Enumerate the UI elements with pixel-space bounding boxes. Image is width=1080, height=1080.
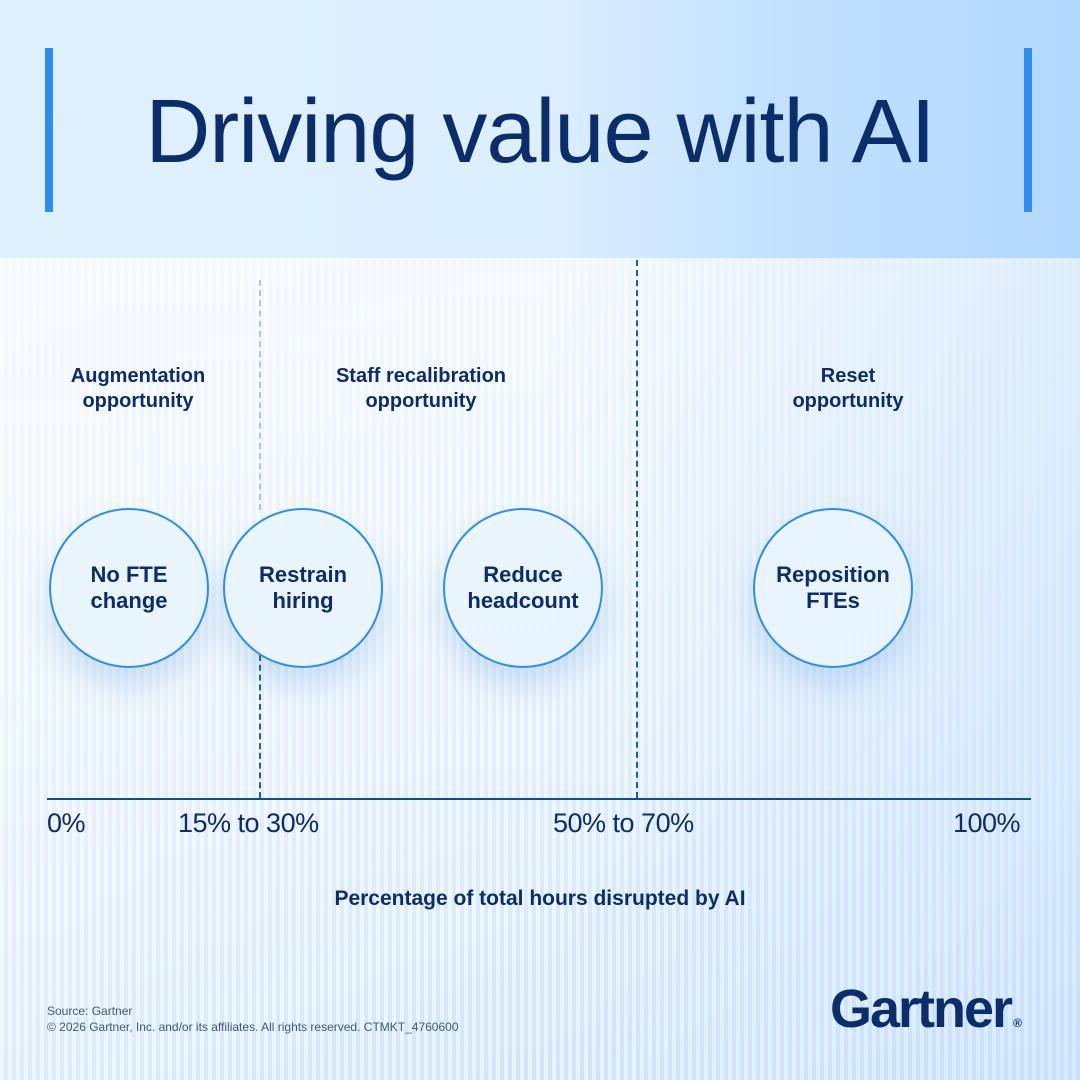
axis-tick-50-70: 50% to 70% [553, 808, 694, 838]
axis-tick-100: 100% [953, 808, 1021, 838]
action-text: FTEs [806, 588, 860, 613]
zone-label-line: Augmentation [70, 365, 206, 387]
axis-tick-0: 0% [47, 808, 86, 838]
action-text: Reduce [483, 562, 563, 587]
diagram-background [0, 258, 1080, 1080]
zone-label-staff-recalibration: Staff recalibration opportunity [306, 364, 536, 414]
zone-label-line: opportunity [792, 390, 904, 412]
x-axis-title: Percentage of total hours disrupted by A… [334, 887, 746, 910]
zone-label-line: opportunity [365, 390, 477, 412]
source-text: Source: Gartner [47, 1004, 133, 1018]
axis-tick-15-30: 15% to 30% [178, 808, 319, 838]
copyright-text: © 2026 Gartner, Inc. and/or its affiliat… [47, 1020, 459, 1034]
action-circle-restrain-hiring: Restrain hiring [223, 508, 383, 668]
zone-label-reset: Reset opportunity [748, 364, 948, 414]
title-accent-bar-right [1024, 48, 1032, 212]
x-axis-line [47, 798, 1031, 800]
header-band: Driving value with AI [0, 0, 1080, 258]
logo-text: Gartner [830, 979, 1013, 1039]
zone-label-line: Staff recalibration [335, 365, 507, 387]
title-accent-bar-left [45, 48, 53, 212]
zone-label-line: Reset [820, 365, 876, 387]
action-circle-reduce-headcount: Reduce headcount [443, 508, 603, 668]
action-text: change [90, 588, 168, 613]
action-text: Reposition [776, 562, 890, 587]
footer-credits: Source: Gartner © 2026 Gartner, Inc. and… [47, 1003, 459, 1035]
action-circle-no-fte-change: No FTE change [49, 508, 209, 668]
gartner-logo: Gartner ® [830, 978, 1022, 1040]
action-text: No FTE [90, 562, 168, 587]
action-text: headcount [467, 588, 579, 613]
divider-line-50-70 [636, 260, 638, 798]
action-text: Restrain [258, 562, 348, 587]
registered-mark: ® [1013, 1016, 1022, 1030]
divider-line-15-30 [259, 655, 261, 798]
action-text: hiring [272, 588, 334, 613]
zone-label-line: opportunity [82, 390, 194, 412]
page-title: Driving value with AI [145, 82, 935, 182]
zone-label-augmentation: Augmentation opportunity [38, 364, 238, 414]
action-circle-reposition-ftes: Reposition FTEs [753, 508, 913, 668]
divider-line-15-30-upper [259, 280, 261, 510]
